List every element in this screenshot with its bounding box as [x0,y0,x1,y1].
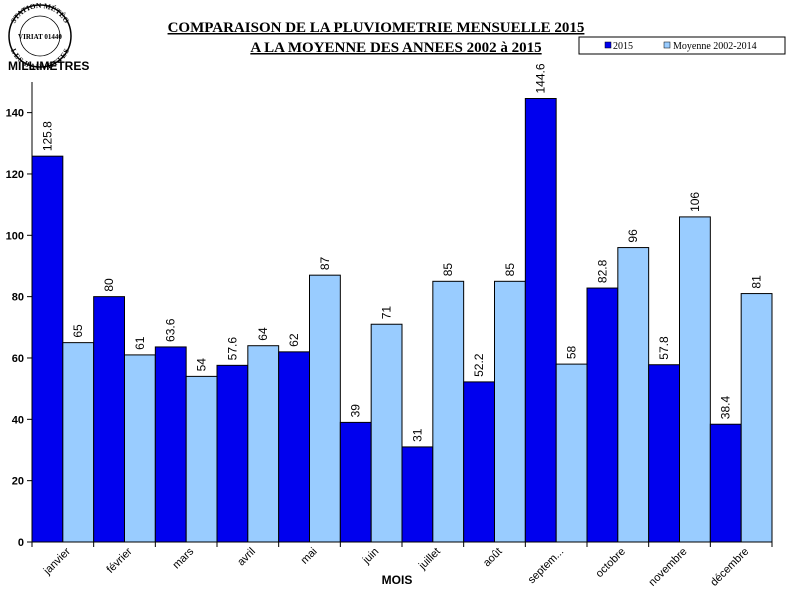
y-tick-label: 40 [12,414,24,426]
data-label-2015: 31 [410,428,424,442]
data-label-2015: 57.8 [657,336,671,360]
y-tick-label: 20 [12,476,24,488]
bar-2015 [216,364,249,543]
legend-swatch-2015 [604,41,612,49]
legend: 2015 Moyenne 2002-2014 [578,36,786,55]
bar-average [247,345,280,543]
data-label-average: 87 [318,256,332,270]
data-label-2015: 144.6 [534,63,548,93]
bar-average [740,293,773,543]
stamp-middle-text: VIRIAT 01440 [18,33,62,41]
x-axis-title: MOIS [382,573,413,587]
data-label-2015: 82.8 [595,259,609,283]
data-label-average: 96 [626,229,640,243]
x-category-label: juin [360,546,381,567]
chart-subtitle: A LA MOYENNE DES ANNEES 2002 à 2015 [250,40,541,56]
data-label-average: 85 [503,263,517,277]
bar-2015 [31,155,64,543]
x-category-label: juillet [416,546,443,573]
x-category-label: décembre [708,546,751,589]
x-category-label: mai [299,546,320,567]
bar-average [124,354,156,543]
data-label-2015: 62 [287,333,301,347]
data-label-2015: 125.8 [40,121,54,151]
legend-label-2015: 2015 [613,41,633,52]
x-category-label: septem... [526,546,566,586]
data-label-average: 106 [688,192,702,212]
x-category-label: avril [235,546,258,569]
bar-2015 [401,446,434,543]
bar-average [679,216,711,543]
bar-2015 [648,364,680,543]
data-label-2015: 63.6 [164,318,178,342]
y-tick-label: 100 [6,230,24,242]
bar-average [494,280,526,543]
data-label-2015: 38.4 [719,396,733,420]
bar-average [617,247,650,543]
data-label-average: 58 [565,345,579,359]
x-category-label: mars [171,545,197,571]
bar-average [185,375,218,543]
legend-label-average: Moyenne 2002-2014 [673,41,757,52]
data-label-average: 81 [750,275,764,289]
plot-area: 0 20 40 60 80 100 120 140 125.8 65 janvier 80 61 févr… [6,63,773,589]
data-label-average: 71 [380,306,394,320]
data-label-average: 85 [441,263,455,277]
bar-2015 [524,98,557,543]
data-label-average: 65 [71,324,85,338]
data-label-2015: 52.2 [472,353,486,377]
data-label-average: 64 [256,327,270,341]
y-tick-label: 120 [6,169,24,181]
data-label-2015: 80 [102,278,116,292]
x-category-label: novembre [647,546,690,589]
data-label-average: 54 [195,358,209,372]
data-label-2015: 57.6 [225,337,239,361]
bar-average [62,342,95,543]
legend-box [578,36,786,55]
data-label-average: 61 [133,336,147,350]
legend-swatch-average [663,41,671,49]
bar-average [555,363,588,543]
data-label-2015: 39 [349,404,363,418]
x-category-label: août [481,546,505,570]
stamp-top-text: STATION MÉTÉO [9,1,72,25]
bar-2015 [586,287,619,543]
bar-2015 [709,423,742,543]
bar-2015 [339,421,372,543]
bar-2015 [463,381,496,543]
y-tick-label: 60 [12,353,24,365]
bar-2015 [154,346,187,543]
chart-title: COMPARAISON DE LA PLUVIOMETRIE MENSUELLE… [168,20,585,36]
y-tick-label: 0 [18,537,24,549]
x-category-label: janvier [41,545,73,577]
bar-average [309,274,341,543]
x-category-label: février [105,545,135,575]
y-tick-label: 140 [6,108,24,120]
x-category-label: octobre [594,546,628,580]
bar-2015 [278,351,311,543]
bar-2015 [93,296,125,543]
bar-average [370,323,403,543]
bar-average [432,280,465,543]
y-axis-title: MILLIMETRES [8,59,89,73]
y-tick-label: 80 [12,292,24,304]
